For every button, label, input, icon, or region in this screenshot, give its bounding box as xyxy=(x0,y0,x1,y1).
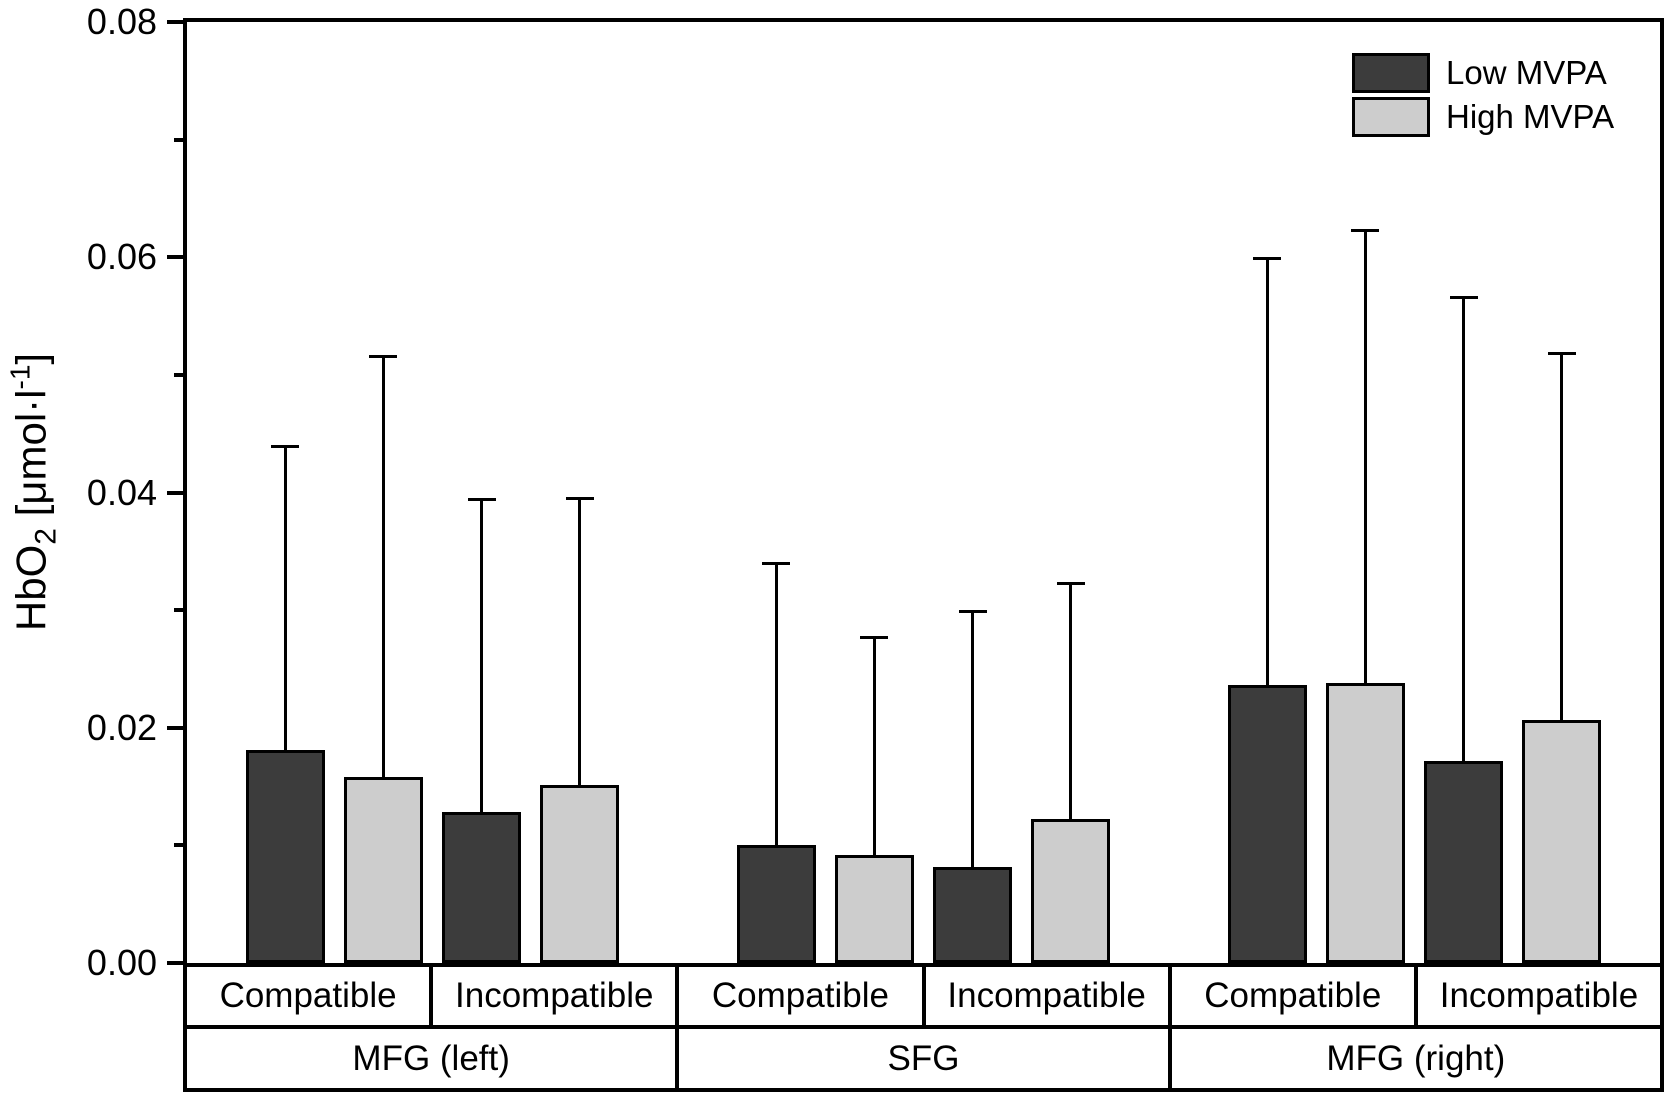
y-tick-label: 0.04 xyxy=(86,471,157,513)
error-bar-cap xyxy=(467,498,496,502)
bar xyxy=(834,854,914,963)
y-tick-label: 0.02 xyxy=(86,706,157,748)
y-tick-label: 0.08 xyxy=(86,1,157,42)
legend-swatch-high-mvpa xyxy=(1352,97,1430,137)
bar xyxy=(1522,719,1602,963)
bar xyxy=(736,845,816,963)
region-cell-mfg-left: MFG (left) xyxy=(187,1029,680,1088)
bar xyxy=(1227,685,1307,963)
y-minor-tick xyxy=(174,372,183,377)
y-axis-title-suffix: ] xyxy=(7,352,55,365)
y-axis-title-subscript: 2 xyxy=(29,528,63,545)
error-bar-cap xyxy=(1351,228,1380,232)
plot-area: 0.00 0.02 0.04 0.06 0.08 xyxy=(87,1,1660,983)
error-bar-cap xyxy=(1547,352,1576,356)
y-minor-tick xyxy=(174,608,183,613)
condition-label-row: Compatible Incompatible Compatible Incom… xyxy=(183,963,1664,1025)
y-tick-label: 0.06 xyxy=(86,236,157,278)
region-label-row: MFG (left) SFG MFG (right) xyxy=(183,1025,1664,1092)
legend: Low MVPA High MVPA xyxy=(1352,51,1614,139)
error-bar-line xyxy=(578,498,582,786)
legend-label-high-mvpa: High MVPA xyxy=(1446,98,1615,135)
bar xyxy=(442,812,522,963)
legend-swatch-low-mvpa xyxy=(1352,53,1430,93)
y-major-tick xyxy=(167,20,183,24)
y-major-tick xyxy=(167,961,183,965)
y-minor-tick xyxy=(174,137,183,142)
condition-cell-sfg-incompatible: Incompatible xyxy=(926,967,1172,1025)
error-bar-line xyxy=(1363,230,1367,684)
error-bar-line xyxy=(872,637,876,855)
error-bar-line xyxy=(381,356,385,778)
y-axis-title-superscript: -1 xyxy=(4,364,36,390)
y-tick-label: 0.00 xyxy=(86,942,157,983)
bar xyxy=(245,750,325,963)
bar xyxy=(1424,760,1504,963)
error-bar-cap xyxy=(271,445,300,449)
error-bar-cap xyxy=(565,496,594,500)
bar xyxy=(540,785,620,963)
region-cell-mfg-right: MFG (right) xyxy=(1326,1038,1506,1078)
error-bar-line xyxy=(1462,297,1466,761)
error-bar-cap xyxy=(1056,581,1085,585)
bar xyxy=(933,866,1013,963)
condition-cell-mfg-left-incompatible: Incompatible xyxy=(433,967,680,1025)
error-bar-line xyxy=(480,499,484,813)
legend-entry-high-mvpa: High MVPA xyxy=(1352,95,1614,139)
condition-cell-mfg-right-compatible: Compatible xyxy=(1172,967,1418,1025)
error-bar-line xyxy=(1560,353,1564,720)
y-minor-tick xyxy=(174,843,183,848)
error-bar-cap xyxy=(369,354,398,358)
legend-label-low-mvpa: Low MVPA xyxy=(1446,54,1607,91)
error-bar-line xyxy=(1069,583,1073,820)
plot-frame xyxy=(183,18,1664,967)
region-cell-sfg: SFG xyxy=(679,1029,1172,1088)
bar xyxy=(1325,683,1405,963)
y-axis-title-prefix: HbO xyxy=(7,544,55,632)
condition-cell-sfg-compatible: Compatible xyxy=(679,967,926,1025)
y-major-tick xyxy=(167,490,183,495)
error-bar-cap xyxy=(1449,295,1478,299)
condition-cell-mfg-right-incompatible: Incompatible xyxy=(1439,976,1639,1015)
error-bar-line xyxy=(283,446,287,751)
bar xyxy=(1031,819,1111,963)
y-major-tick xyxy=(167,725,183,730)
error-bar-cap xyxy=(762,561,791,565)
error-bar-line xyxy=(774,563,778,846)
error-bar-cap xyxy=(958,609,987,613)
bar xyxy=(343,777,423,963)
y-major-tick xyxy=(167,255,183,260)
error-bar-line xyxy=(971,611,975,867)
error-bar-cap xyxy=(1253,256,1282,260)
condition-cell-mfg-left-compatible: Compatible xyxy=(187,967,434,1025)
error-bar-cap xyxy=(860,635,889,639)
error-bar-line xyxy=(1265,258,1269,686)
legend-entry-low-mvpa: Low MVPA xyxy=(1352,51,1614,95)
